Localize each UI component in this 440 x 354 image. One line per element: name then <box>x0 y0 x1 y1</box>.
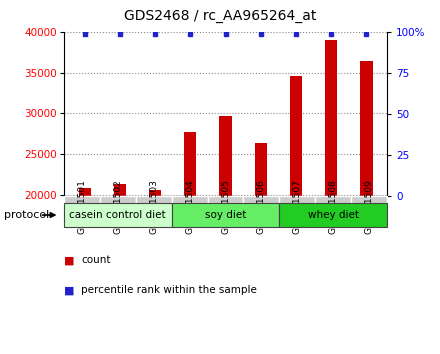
Text: GSM141502: GSM141502 <box>113 179 122 234</box>
Bar <box>255 143 267 354</box>
Bar <box>360 61 373 354</box>
FancyBboxPatch shape <box>279 203 387 227</box>
Bar <box>325 40 337 354</box>
FancyBboxPatch shape <box>351 196 387 216</box>
Text: ■: ■ <box>64 255 74 265</box>
FancyBboxPatch shape <box>208 196 243 216</box>
Bar <box>290 76 302 354</box>
Text: GDS2468 / rc_AA965264_at: GDS2468 / rc_AA965264_at <box>124 9 316 23</box>
Text: GSM141504: GSM141504 <box>185 179 194 234</box>
Text: GSM141508: GSM141508 <box>329 179 338 234</box>
Bar <box>78 188 91 354</box>
Bar <box>114 184 126 354</box>
FancyBboxPatch shape <box>172 196 208 216</box>
FancyBboxPatch shape <box>243 196 279 216</box>
Text: soy diet: soy diet <box>205 210 246 220</box>
Text: percentile rank within the sample: percentile rank within the sample <box>81 285 257 295</box>
Bar <box>219 116 232 354</box>
Text: GSM141507: GSM141507 <box>293 179 302 234</box>
FancyBboxPatch shape <box>64 203 172 227</box>
Text: GSM141509: GSM141509 <box>365 179 374 234</box>
FancyBboxPatch shape <box>136 196 172 216</box>
Text: GSM141505: GSM141505 <box>221 179 230 234</box>
Text: ■: ■ <box>64 285 74 295</box>
FancyBboxPatch shape <box>100 196 136 216</box>
FancyBboxPatch shape <box>315 196 351 216</box>
Text: GSM141506: GSM141506 <box>257 179 266 234</box>
Text: GSM141501: GSM141501 <box>77 179 86 234</box>
Bar <box>184 132 196 354</box>
Text: casein control diet: casein control diet <box>70 210 166 220</box>
Text: GSM141503: GSM141503 <box>149 179 158 234</box>
FancyBboxPatch shape <box>64 196 100 216</box>
Text: protocol: protocol <box>4 210 50 220</box>
FancyBboxPatch shape <box>172 203 279 227</box>
Text: whey diet: whey diet <box>308 210 359 220</box>
Text: count: count <box>81 255 111 265</box>
Bar <box>149 190 161 354</box>
FancyBboxPatch shape <box>279 196 315 216</box>
